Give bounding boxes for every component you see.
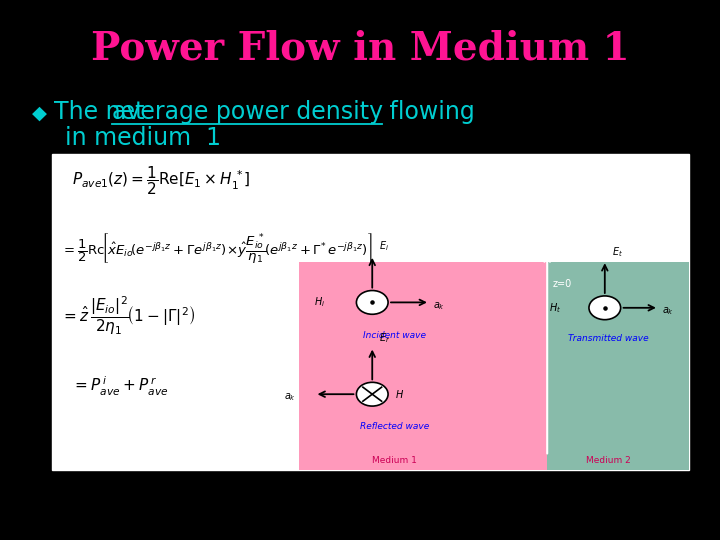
Text: y: y xyxy=(552,249,559,259)
Circle shape xyxy=(589,296,621,320)
Text: $a_k$: $a_k$ xyxy=(433,300,446,312)
FancyBboxPatch shape xyxy=(52,154,689,470)
Text: $= \dfrac{1}{2}\mathrm{Rc}\!\left[\hat{x}E_{io}\!\left(e^{-j\beta_1 z}+\Gamma e^: $= \dfrac{1}{2}\mathrm{Rc}\!\left[\hat{x… xyxy=(61,232,373,265)
Text: $= P^{\,i}_{ave} + P^{\,r}_{ave}$: $= P^{\,i}_{ave} + P^{\,r}_{ave}$ xyxy=(72,375,168,397)
Text: Medium 1: Medium 1 xyxy=(372,456,417,465)
Text: Reflected wave: Reflected wave xyxy=(360,422,429,431)
Circle shape xyxy=(356,291,388,314)
Text: Power Flow in Medium 1: Power Flow in Medium 1 xyxy=(91,30,629,68)
Text: The net: The net xyxy=(54,100,152,124)
Text: $H_t$: $H_t$ xyxy=(549,301,562,315)
Text: ◆: ◆ xyxy=(32,104,47,123)
Text: Medium 2: Medium 2 xyxy=(586,456,631,465)
Text: $a_k$: $a_k$ xyxy=(284,392,297,403)
Text: $E_t$: $E_t$ xyxy=(612,245,623,259)
Text: in medium  1: in medium 1 xyxy=(65,126,221,150)
Circle shape xyxy=(356,382,388,406)
Text: $H_i$: $H_i$ xyxy=(314,295,325,309)
Bar xyxy=(299,262,547,470)
Text: $E_i$: $E_i$ xyxy=(379,239,390,253)
Text: average power density: average power density xyxy=(112,100,384,124)
Text: $P_{ave1}(z) = \dfrac{1}{2}\mathrm{Re}[E_1 \times H_1^{\,*}]$: $P_{ave1}(z) = \dfrac{1}{2}\mathrm{Re}[E… xyxy=(72,165,251,197)
Text: $a_k$: $a_k$ xyxy=(662,305,675,317)
Text: $= \hat{z}\,\dfrac{|E_{io}|^2}{2\eta_1}\!\left(1-|\Gamma|^2\right)$: $= \hat{z}\,\dfrac{|E_{io}|^2}{2\eta_1}\… xyxy=(61,295,196,337)
Text: Transmitted wave: Transmitted wave xyxy=(568,334,649,343)
Text: z=0: z=0 xyxy=(552,279,572,289)
Text: $H$: $H$ xyxy=(395,388,405,400)
Text: $E_r$: $E_r$ xyxy=(379,331,391,345)
Text: Incident wave: Incident wave xyxy=(363,330,426,340)
Text: flowing: flowing xyxy=(382,100,474,124)
Bar xyxy=(547,262,689,470)
